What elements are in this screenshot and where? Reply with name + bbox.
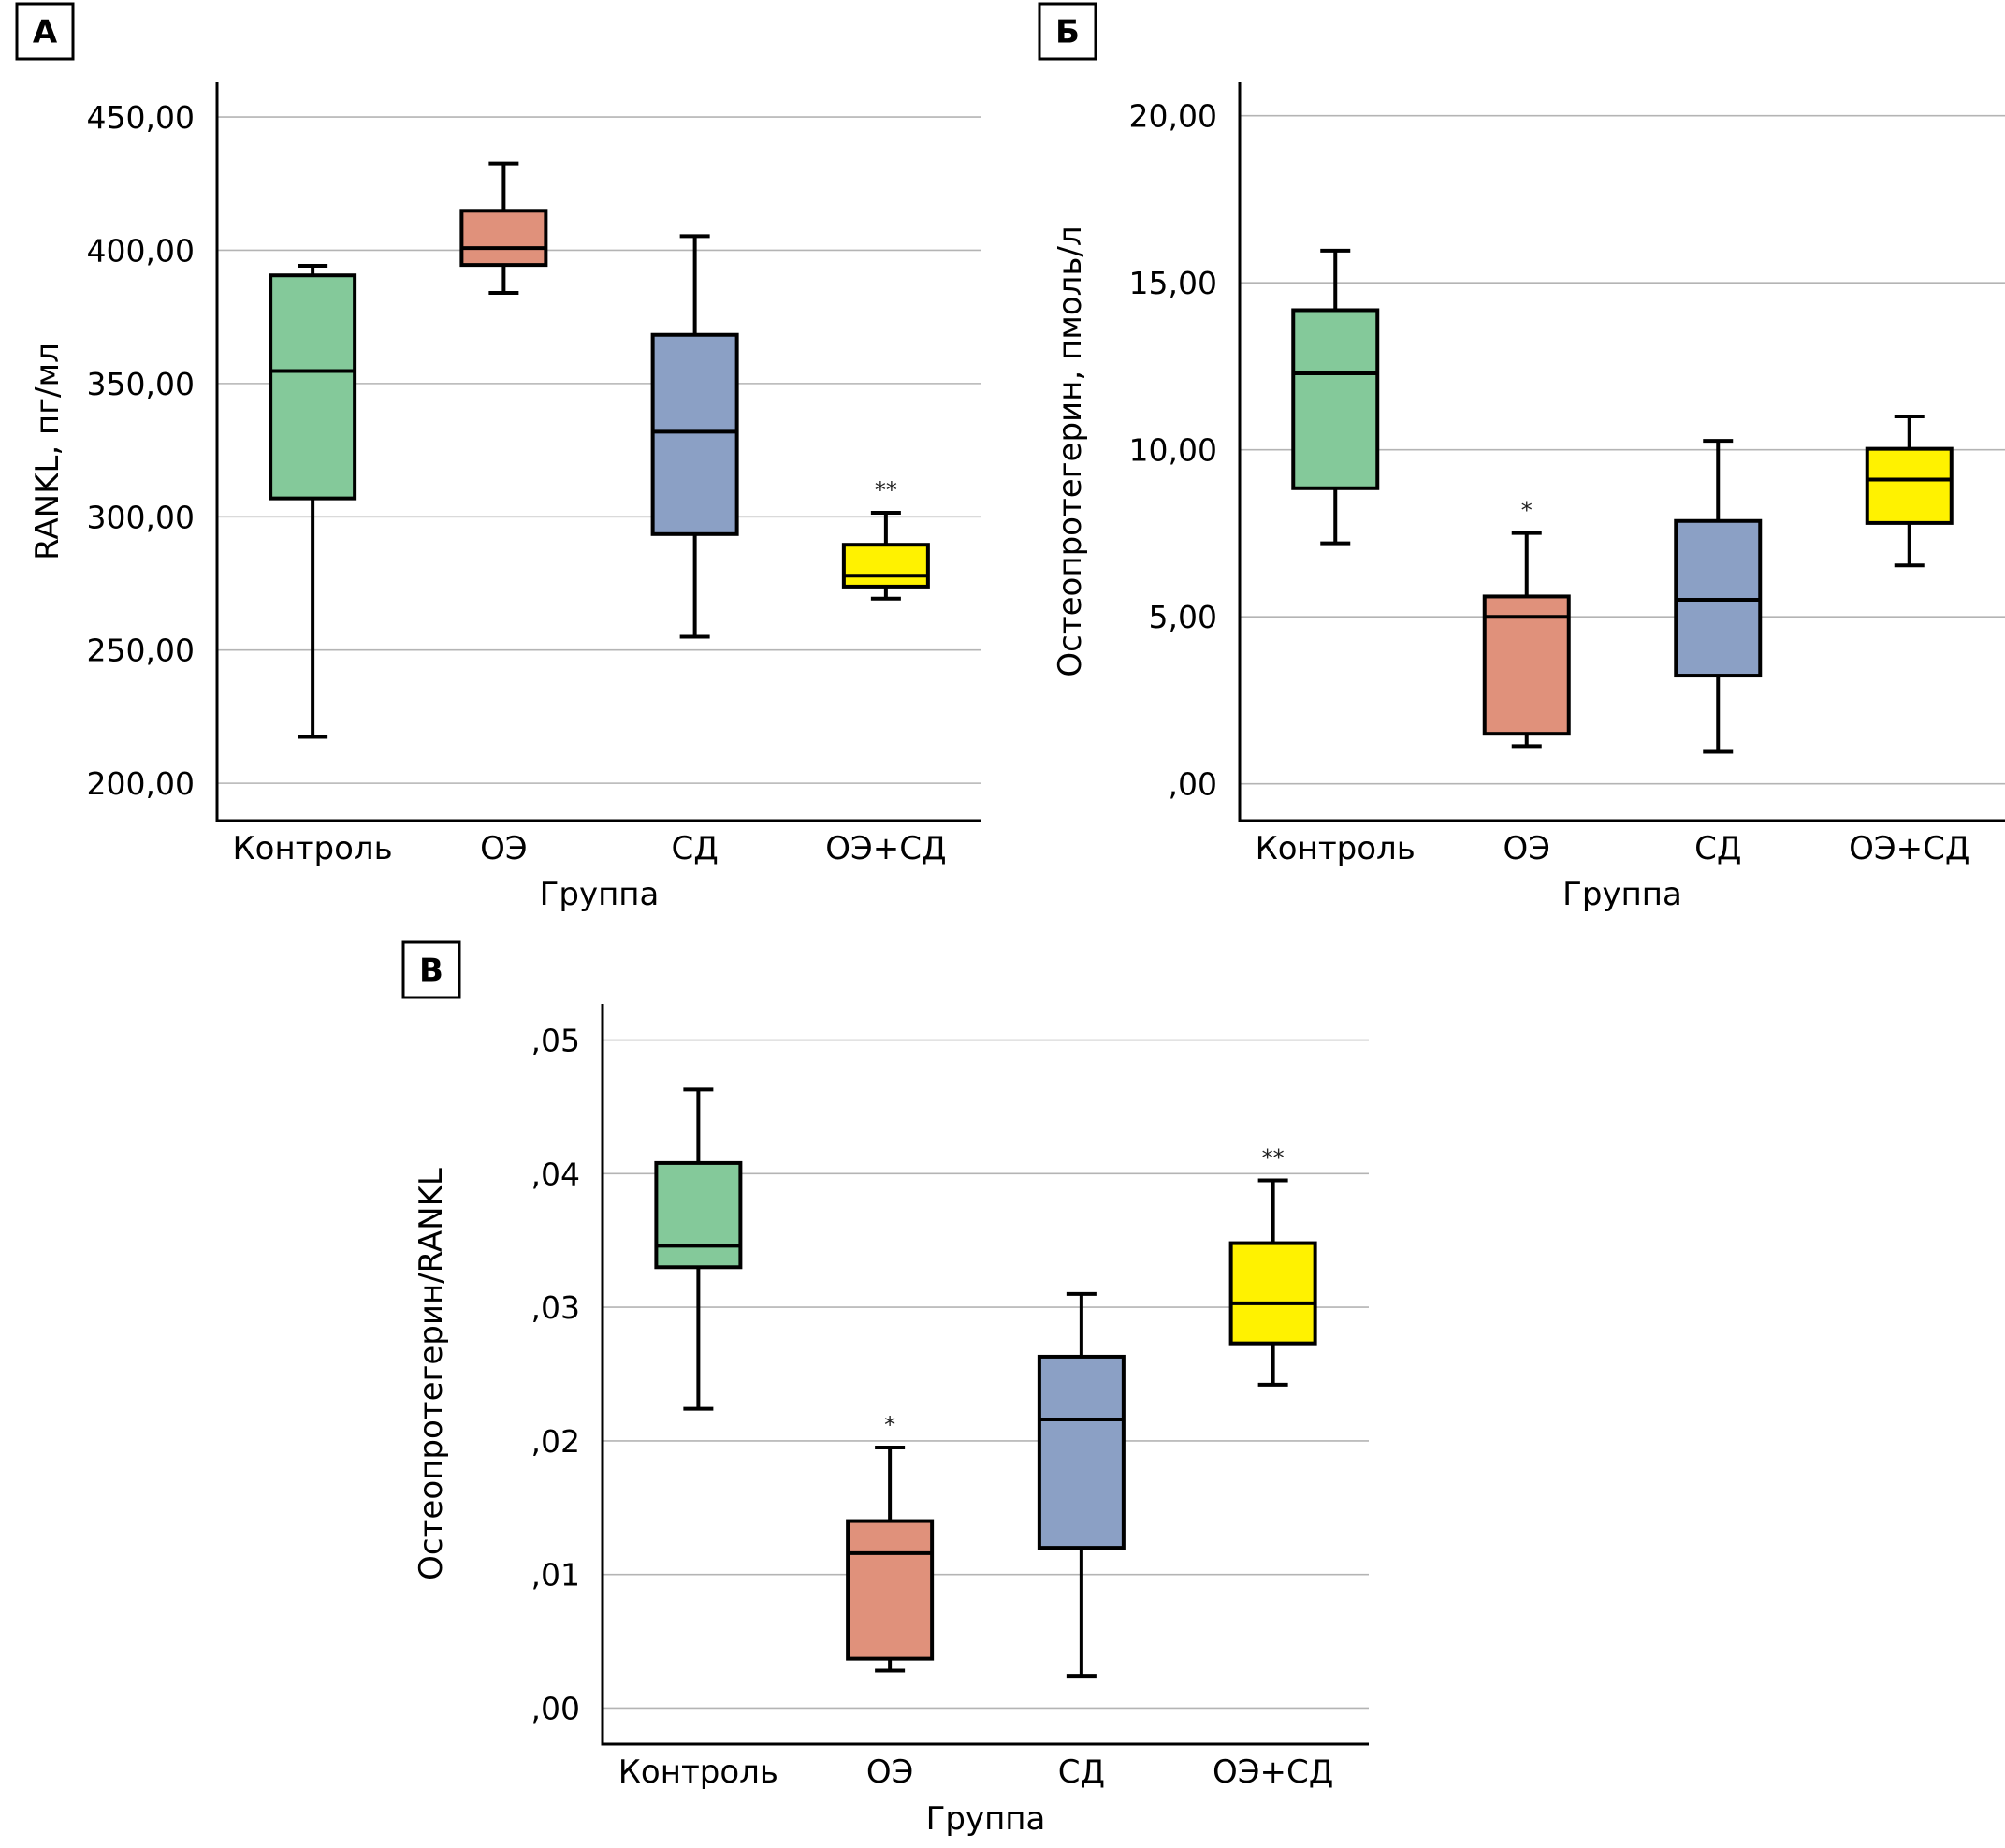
significance-marker: *	[1521, 498, 1533, 524]
box-group-3: **	[841, 477, 930, 601]
y-tick-label: 450,00	[87, 99, 195, 136]
y-tick-label: ,00	[1169, 766, 1217, 803]
significance-marker: **	[1262, 1144, 1285, 1171]
box-group-3: **	[1228, 1144, 1317, 1387]
x-tick-label: ОЭ	[1503, 830, 1550, 867]
x-axis-title: Группа	[1562, 876, 1682, 913]
x-tick-label: СД	[1694, 830, 1741, 867]
x-tick-label: Контроль	[233, 830, 393, 867]
box-group-0	[654, 1087, 743, 1411]
iqr-box	[841, 543, 930, 589]
y-axis-title: RANKL, пг/мл	[29, 342, 66, 560]
iqr-box	[269, 273, 357, 501]
x-tick-label: ОЭ+СД	[1213, 1753, 1333, 1791]
panel-label: В	[419, 953, 443, 990]
significance-marker: *	[884, 1412, 895, 1438]
x-tick-label: ОЭ+СД	[1849, 830, 1969, 867]
x-tick-label: Контроль	[1256, 830, 1416, 867]
x-tick-label: ОЭ+СД	[825, 830, 946, 867]
iqr-box	[1865, 446, 1954, 525]
iqr-box	[650, 332, 739, 536]
panel-b: Б ,00 5,00 10,00 15,00 20,00 Остеопротегерин, …	[1038, 2, 2005, 913]
panel-label-box	[401, 940, 461, 999]
iqr-box	[459, 209, 548, 268]
y-axis-title: Остеопротегерин/RANKL	[413, 1168, 450, 1580]
y-tick-label: 20,00	[1129, 98, 1217, 135]
x-axis-title: Группа	[926, 1800, 1046, 1838]
panel-c: В ,00 ,01 ,02 ,03 ,04 ,05 Остеопротегерин/RANKL…	[401, 940, 1369, 1838]
iqr-box	[1228, 1241, 1317, 1346]
x-tick-label: СД	[1058, 1753, 1105, 1791]
panel-label-box	[1038, 2, 1097, 61]
y-tick-label: 250,00	[87, 633, 195, 669]
panel-a: А 200,00 250,00 300,00 350,00 400,00 450,00 RAN…	[15, 2, 981, 913]
x-tick-label: Контроль	[618, 1753, 778, 1791]
x-axis-title: Группа	[540, 876, 660, 913]
box-group-2	[1037, 1291, 1126, 1679]
box-group-1	[459, 161, 548, 296]
x-tick-label: ОЭ	[866, 1753, 914, 1791]
significance-marker: **	[875, 477, 897, 503]
iqr-box	[1482, 594, 1571, 736]
y-tick-label: 200,00	[87, 765, 195, 802]
y-tick-label: ,02	[531, 1423, 580, 1460]
panel-label-box	[15, 2, 75, 61]
y-tick-label: 300,00	[87, 499, 195, 535]
iqr-box	[654, 1160, 743, 1270]
y-tick-label: 350,00	[87, 366, 195, 402]
panel-label: А	[33, 14, 58, 51]
y-tick-label: 15,00	[1129, 265, 1217, 301]
iqr-box	[1291, 308, 1380, 490]
x-tick-label: СД	[671, 830, 718, 867]
y-axis-title: Остеопротегерин, пмоль/л	[1052, 226, 1089, 677]
y-tick-label: 400,00	[87, 232, 195, 269]
box-group-2	[650, 234, 739, 639]
box-group-1: *	[846, 1412, 935, 1673]
iqr-box	[846, 1519, 935, 1661]
y-tick-label: ,03	[531, 1289, 580, 1326]
y-tick-label: 10,00	[1129, 432, 1217, 469]
iqr-box	[1037, 1354, 1126, 1550]
y-tick-label: ,01	[531, 1557, 580, 1593]
panel-label: Б	[1055, 14, 1080, 51]
box-group-0	[1291, 248, 1380, 546]
box-group-0	[269, 263, 357, 739]
y-tick-label: ,04	[531, 1156, 580, 1192]
box-group-2	[1674, 439, 1763, 754]
box-group-1: *	[1482, 498, 1571, 749]
y-tick-label: ,05	[531, 1023, 580, 1059]
y-tick-label: 5,00	[1149, 599, 1217, 635]
x-tick-label: ОЭ	[480, 830, 528, 867]
box-group-3	[1865, 415, 1954, 568]
y-tick-label: ,00	[531, 1690, 580, 1726]
